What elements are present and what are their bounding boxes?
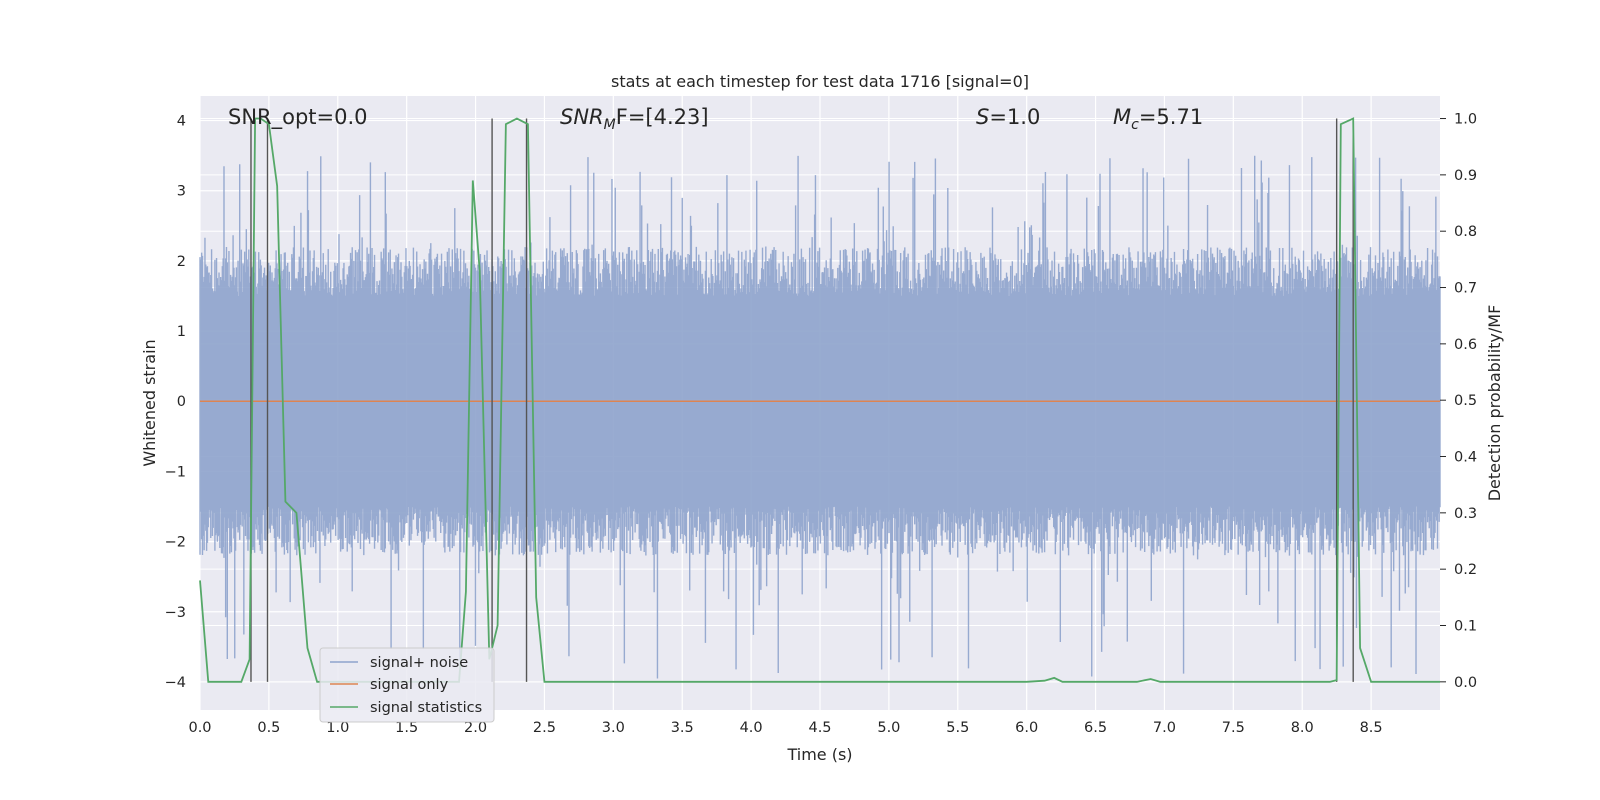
legend-label-signal: signal only (370, 677, 449, 693)
right-tick-label: 0.3 (1454, 506, 1477, 522)
annotation-snr-opt: SNR_opt=0.0 (228, 105, 368, 130)
right-tick-label: 0.6 (1454, 337, 1477, 353)
x-tick-label: 5.0 (877, 720, 900, 736)
y-tick-label: 1 (177, 324, 186, 340)
y-tick-label: −1 (165, 464, 186, 480)
right-tick-label: 0.9 (1454, 168, 1477, 184)
y-axis-label: Whitened strain (140, 339, 159, 466)
annotation-mc: Mc=5.71 (1113, 105, 1203, 133)
mc-base: M (1113, 105, 1131, 129)
legend-box (319, 647, 495, 723)
x-tick-label: 1.5 (395, 720, 418, 736)
x-tick-label: 7.0 (1153, 720, 1176, 736)
x-tick-label: 2.5 (533, 720, 556, 736)
x-tick-label: 2.0 (464, 720, 487, 736)
x-tick-label: 6.0 (1015, 720, 1038, 736)
chart-title: stats at each timestep for test data 171… (611, 72, 1029, 91)
x-tick-label: 3.5 (671, 720, 694, 736)
s-base: S (976, 105, 989, 129)
x-tick-labels: 0.0 0.5 1.0 1.5 2.0 2.5 3.0 3.5 4.0 4.5 5.0 5.5 6.0 6… (188, 720, 1382, 736)
right-tick-label: 0.0 (1454, 675, 1477, 691)
x-tick-label: 4.0 (740, 720, 763, 736)
statistics-series (199, 117, 1440, 683)
right-tick-label: 0.1 (1454, 619, 1477, 635)
right-tick-label: 0.8 (1454, 224, 1477, 240)
y-tick-label: −4 (165, 675, 186, 691)
y-tick-labels: 4 3 2 1 0 −1 −2 −3 −4 (165, 114, 186, 691)
y-tick-label: 3 (177, 184, 186, 200)
right-tick-label: 0.7 (1454, 281, 1477, 297)
annotation-s: S=1.0 (976, 105, 1040, 129)
right-tick-label: 0.5 (1454, 393, 1477, 409)
x-tick-label: 3.0 (602, 720, 625, 736)
x-tick-label: 6.5 (1084, 720, 1107, 736)
right-tick-label: 0.2 (1454, 562, 1477, 578)
y-tick-label: −2 (165, 535, 186, 551)
y-tick-label: 4 (177, 114, 186, 130)
x-tick-label: 5.5 (946, 720, 969, 736)
y-tick-label: 0 (177, 394, 186, 410)
statistics-line (199, 117, 1440, 683)
legend-label-stats: signal statistics (370, 700, 482, 716)
x-tick-label: 0.5 (257, 720, 280, 736)
annotation-snr-mf: SNRMF=[4.23] (560, 105, 709, 133)
x-tick-label: 4.5 (808, 720, 831, 736)
snr-mf-rest: F=[4.23] (616, 105, 709, 129)
s-rest: =1.0 (989, 105, 1040, 129)
right-tick-labels: 1.0 0.9 0.8 0.7 0.6 0.5 0.4 0.3 0.2 0.1 0.0 (1440, 112, 1477, 691)
mc-rest: =5.71 (1139, 105, 1203, 129)
right-tick-label: 0.4 (1454, 450, 1477, 466)
legend: signal+ noise signal only signal statist… (319, 647, 495, 723)
y-tick-label: −3 (165, 605, 186, 621)
x-tick-label: 8.5 (1360, 720, 1383, 736)
mc-sub: c (1131, 117, 1139, 133)
right-axis-label: Detection probability/MF (1485, 305, 1504, 502)
snr-mf-base: SNR (560, 105, 604, 129)
x-axis-label: Time (s) (786, 745, 852, 764)
legend-label-noise: signal+ noise (370, 655, 468, 671)
x-tick-label: 1.0 (326, 720, 349, 736)
x-tick-label: 8.0 (1291, 720, 1314, 736)
x-tick-label: 0.0 (188, 720, 211, 736)
x-tick-label: 7.5 (1222, 720, 1245, 736)
snr-mf-sub: M (604, 117, 616, 133)
y-tick-label: 2 (177, 254, 186, 270)
right-tick-label: 1.0 (1454, 112, 1477, 128)
